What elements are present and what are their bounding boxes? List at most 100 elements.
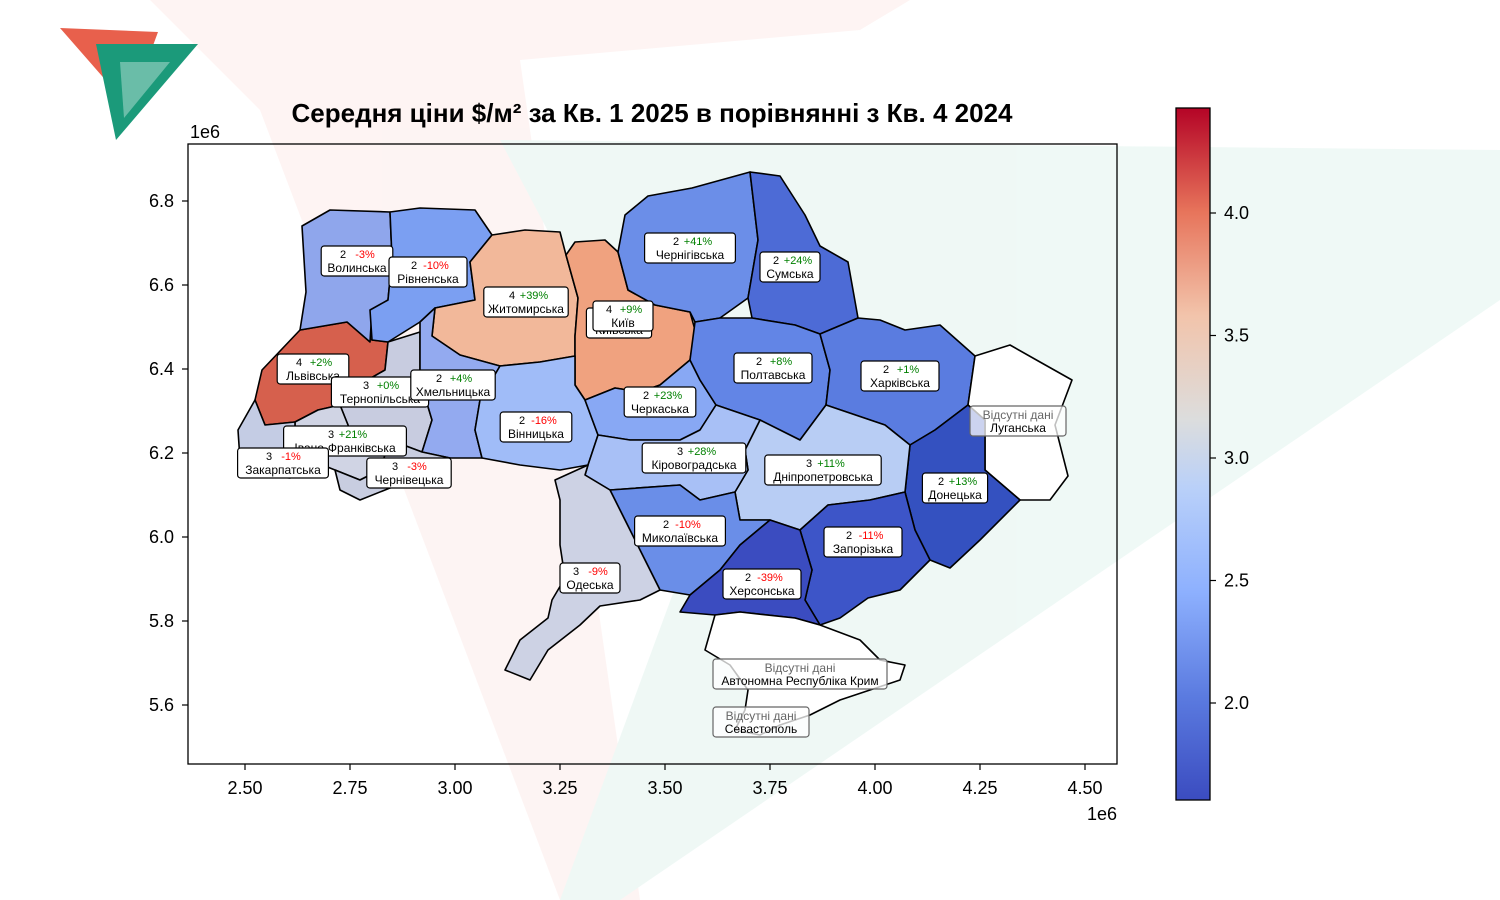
x-axis-offset: 1e6 <box>1087 804 1117 824</box>
y-tick-label: 5.8 <box>149 611 174 631</box>
colorbar-ticks: 2.0 2.5 3.0 3.5 4.0 <box>1210 203 1249 713</box>
region-change: -16% <box>531 415 557 427</box>
x-tick-label: 3.75 <box>752 778 787 798</box>
y-tick-label: 6.2 <box>149 443 174 463</box>
region-name: Донецька <box>928 488 982 502</box>
label-житомирська: 4 +39%Житомирська <box>483 286 569 318</box>
region-change: -9% <box>588 566 608 578</box>
region-value: 4 <box>606 304 612 316</box>
region-change: -10% <box>423 260 449 272</box>
label-київ: 4 +9%Київ <box>592 300 654 332</box>
colorbar-tick-label: 3.5 <box>1224 326 1249 346</box>
region-name: Київ <box>611 316 634 330</box>
region-name: Запорізька <box>833 542 894 556</box>
region-value: 2 <box>883 364 889 376</box>
region-name: Чернігівська <box>656 248 725 262</box>
region-name: Полтавська <box>741 368 806 382</box>
label-закарпатська: 3 -1%Закарпатська <box>237 447 330 479</box>
missing-data-text: Відсутні дані <box>726 709 797 723</box>
region-name: Сумська <box>766 267 814 281</box>
label-волинська: 2 -3%Волинська <box>320 245 394 277</box>
x-tick-label: 3.25 <box>542 778 577 798</box>
region-value: 3 <box>573 566 579 578</box>
region-value: 2 <box>846 530 852 542</box>
region-name: Львівська <box>286 369 340 383</box>
region-value: 3 <box>328 429 334 441</box>
map-axes-frame <box>187 143 1118 765</box>
colorbar-tick-label: 4.0 <box>1224 203 1249 223</box>
missing-data-text: Відсутні дані <box>983 408 1054 422</box>
region-name: Миколаївська <box>642 531 719 545</box>
region-change: -39% <box>757 572 783 584</box>
region-change: +13% <box>949 476 978 488</box>
label-львівська: 4 +2%Львівська <box>276 353 350 385</box>
region-value: 2 <box>643 390 649 402</box>
region-value: 3 <box>806 458 812 470</box>
region-change: -11% <box>859 530 884 542</box>
region-name: Харківська <box>870 376 930 390</box>
region-change: +28% <box>688 446 717 458</box>
x-tick-label: 4.50 <box>1067 778 1102 798</box>
chart-title: Середня ціни $/м² за Кв. 1 2025 в порівн… <box>292 98 1014 128</box>
region-name: Черкаська <box>631 402 689 416</box>
y-tick-label: 6.4 <box>149 359 174 379</box>
region-change: +41% <box>684 236 713 248</box>
region-name: Тернопільська <box>340 392 420 406</box>
region-change: +8% <box>770 356 793 368</box>
label-донецька: 2 +13%Донецька <box>921 472 989 504</box>
missing-data-text: Відсутні дані <box>765 661 836 675</box>
label-чернігівська: 2 +41%Чернігівська <box>643 232 736 264</box>
region-name: Дніпропетровська <box>773 470 873 484</box>
region-value: 2 <box>340 249 346 261</box>
x-tick-label: 4.00 <box>857 778 892 798</box>
region-name: Волинська <box>327 261 387 275</box>
region-value: 4 <box>509 290 515 302</box>
region-change: +2% <box>310 357 333 369</box>
x-tick-label: 2.75 <box>332 778 367 798</box>
label-миколаївська: 2 -10%Миколаївська <box>633 515 726 547</box>
region-value: 2 <box>519 415 525 427</box>
region-name: Луганська <box>990 421 1046 435</box>
region-name: Рівненська <box>397 272 459 286</box>
label-запорізька: 2 -11%Запорізька <box>823 526 903 558</box>
x-axis: 2.50 2.75 3.00 3.25 3.50 3.75 4.00 4.25 4.50 <box>227 764 1103 798</box>
label-рівненська: 2 -10%Рівненська <box>388 256 468 288</box>
region-name: Одеська <box>566 578 614 592</box>
region-name: Севастополь <box>725 722 797 736</box>
region-value: 4 <box>296 357 302 369</box>
region-name: Закарпатська <box>245 463 321 477</box>
region-value: 2 <box>411 260 417 272</box>
region-value: 2 <box>756 356 762 368</box>
x-tick-label: 2.50 <box>227 778 262 798</box>
region-value: 3 <box>392 461 398 473</box>
y-axis-offset: 1e6 <box>190 122 220 142</box>
label-хмельницька: 2 +4%Хмельницька <box>410 369 496 401</box>
x-tick-label: 4.25 <box>962 778 997 798</box>
region-name: Чернівецька <box>375 473 444 487</box>
region-change: -3% <box>355 249 375 261</box>
y-axis: 5.6 5.8 6.0 6.2 6.4 6.6 6.8 <box>149 191 188 715</box>
x-tick-label: 3.50 <box>647 778 682 798</box>
region-name: Житомирська <box>488 302 564 316</box>
label-полтавська: 2 +8%Полтавська <box>733 352 813 384</box>
colorbar <box>1175 107 1211 801</box>
region-change: +4% <box>450 373 473 385</box>
region-value: 2 <box>745 572 751 584</box>
region-change: +23% <box>654 390 683 402</box>
colorbar-tick-label: 3.0 <box>1224 448 1249 468</box>
region-name: Хмельницька <box>416 385 491 399</box>
label-харківська: 2 +1%Харківська <box>860 360 940 392</box>
region-value: 3 <box>266 451 272 463</box>
region-name: Автономна Республіка Крим <box>721 674 878 688</box>
y-tick-label: 5.6 <box>149 695 174 715</box>
region-change: -1% <box>281 451 301 463</box>
colorbar-tick-label: 2.0 <box>1224 693 1249 713</box>
label-херсонська: 2 -39%Херсонська <box>722 568 802 600</box>
region-change: +9% <box>620 304 643 316</box>
x-tick-label: 3.00 <box>437 778 472 798</box>
region-change: +21% <box>339 429 368 441</box>
